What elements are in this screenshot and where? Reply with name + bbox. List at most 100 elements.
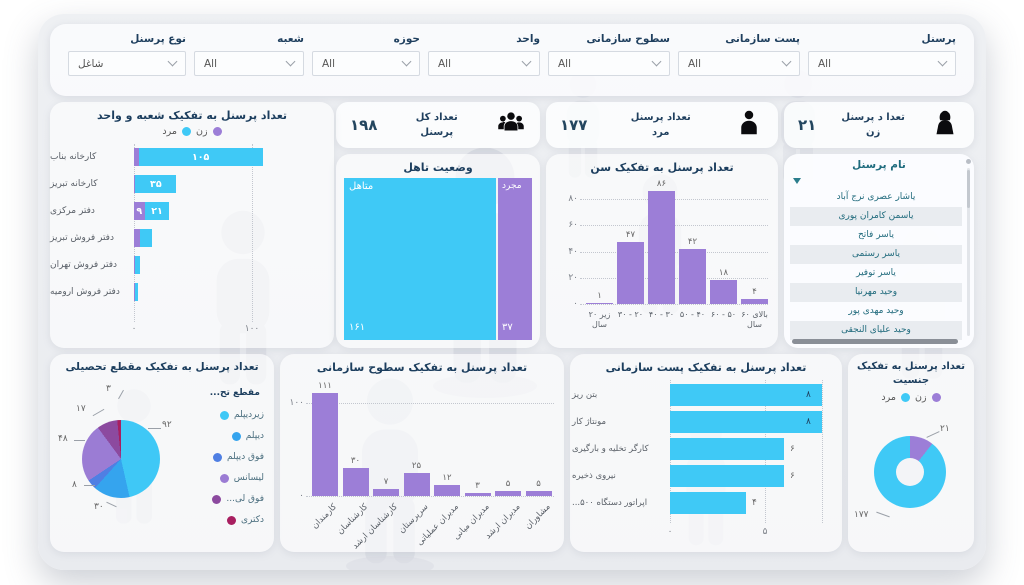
bar-۵۰ - ۶۰[interactable] <box>710 280 737 304</box>
bar-۴۰ - ۵۰[interactable] <box>679 248 706 304</box>
filter-value: شاغل <box>78 57 104 70</box>
bar-segment-زن[interactable] <box>134 175 136 193</box>
bar-value-label: ۴ <box>752 498 757 508</box>
bar-۳۰ - ۴۰[interactable] <box>648 191 675 304</box>
category-label: کارخانه تبریز <box>50 179 98 189</box>
filter-2: پست سازمانی All <box>678 33 800 76</box>
bar-1[interactable] <box>670 411 822 433</box>
personnel-names-table-card: نام پرسنل یاشار عصری نرج آباد یاسمن کامرا… <box>784 154 974 348</box>
education-pie-card: تعداد پرسنل به تفکیک مقطع تحصیلی مقطع تح… <box>50 354 274 552</box>
pie[interactable] <box>82 420 160 498</box>
kpi-value: ۱۷۷ <box>560 116 588 134</box>
bar-segment-مرد[interactable]: ۱۰۵ <box>138 148 263 166</box>
bar-مدیران ارشد[interactable] <box>495 491 521 496</box>
bar-۲۰ - ۳۰[interactable] <box>617 242 644 304</box>
kpi-title: تعدا د پرسنل زن <box>841 112 905 138</box>
bar-segment-زن[interactable] <box>134 229 140 247</box>
filter-dropdown[interactable]: All <box>808 51 956 76</box>
table-row[interactable]: یاسر فاتح <box>858 230 894 240</box>
org-levels-chart-card: تعداد پرسنل به تفکیک سطوح سازمانی ۰ ۱۰۰ ۱۱… <box>280 354 564 552</box>
filter-dropdown[interactable]: شاغل <box>68 51 186 76</box>
bar-مدیران عملیاتی[interactable] <box>434 484 460 496</box>
treemap-block-married[interactable]: متاهل ۱۶۱ <box>344 178 496 340</box>
filter-dropdown[interactable]: All <box>194 51 304 76</box>
donut[interactable] <box>874 436 946 508</box>
legend-label: فوق لی... <box>226 494 264 504</box>
treemap-value: ۱۶۱ <box>349 322 366 333</box>
category-label: دفتر فروش تبریز <box>50 233 114 243</box>
vertical-scrollbar[interactable] <box>967 168 970 336</box>
table-row[interactable]: یاسر رستمی <box>790 245 962 264</box>
bar-segment-مرد[interactable]: ۳۵ <box>135 175 177 193</box>
pie-callout-value: ۳۰ <box>94 502 104 512</box>
legend-label: زن <box>914 392 927 403</box>
table-row[interactable]: یاشار عصری نرج آباد <box>836 192 916 202</box>
bar-value-label: ۴ <box>752 286 757 297</box>
table-row[interactable]: وحید مهدی پور <box>848 306 904 316</box>
table-row[interactable]: وحید علیای النجقی <box>790 321 962 340</box>
sort-descending-icon[interactable] <box>793 178 801 184</box>
bar-سرپرستان[interactable] <box>403 472 430 496</box>
category-label: بالای ۶۰ سال <box>741 310 768 329</box>
y-tick-label: ۰ <box>573 299 578 309</box>
bar-0[interactable] <box>670 384 822 406</box>
legend-label: دکتری <box>240 515 264 525</box>
legend-dot <box>931 393 941 402</box>
bar-value-label: ۵ <box>536 479 541 490</box>
bar-segment-زن[interactable] <box>134 283 136 301</box>
branch-unit-chart-card: تعداد پرسنل به تفکیک شعبه و واحد مرد زن ۰… <box>50 102 334 348</box>
bar-segment-مرد[interactable] <box>135 283 138 301</box>
y-tick-label: ۲۰ <box>568 272 578 283</box>
chart-title: وضعیت تاهل <box>403 161 473 174</box>
pie-callout-value: ۳ <box>106 384 111 394</box>
chevron-down-icon <box>521 56 532 67</box>
x-tick-label: ۱۰۰ <box>244 324 260 334</box>
table-row[interactable]: وحید مهرنیا <box>790 283 962 302</box>
bar-مدیران میانی[interactable] <box>464 493 491 496</box>
bar-کارشناسان[interactable] <box>342 468 369 496</box>
pie-callout-value: ۹۲ <box>162 420 172 430</box>
filter-dropdown[interactable]: All <box>312 51 420 76</box>
bar-segment-مرد[interactable]: ۲۱ <box>144 202 170 220</box>
table-row[interactable]: یاسر توفیر <box>856 268 896 278</box>
bar-کارمندان[interactable] <box>312 392 338 496</box>
legend-dot <box>212 127 222 136</box>
chart-title: تعداد پرسنل به تفکیک پست سازمانی <box>605 361 807 374</box>
bar-کارشناسان ارشد[interactable] <box>373 489 399 496</box>
y-gridline <box>306 403 554 404</box>
bar-segment-زن[interactable]: ۹ <box>134 202 145 220</box>
filter-dropdown[interactable]: All <box>428 51 540 76</box>
bar-مشاوران[interactable] <box>525 491 552 496</box>
chevron-down-icon <box>937 56 948 67</box>
kpi-title: تعداد پرسنل مرد <box>630 112 691 138</box>
vertical-scrollbar-thumb[interactable] <box>967 170 970 208</box>
bar-4[interactable] <box>670 492 746 514</box>
filter-7: نوع پرسنل شاغل <box>68 33 186 76</box>
bar-segment-زن[interactable] <box>134 148 139 166</box>
bar-segment-مرد[interactable] <box>139 229 152 247</box>
legend-dot <box>231 431 241 441</box>
bar-segment-زن[interactable] <box>134 256 136 274</box>
bar-زیر ۲۰ سال[interactable] <box>586 302 613 304</box>
legend-label: دیپلم <box>245 431 264 441</box>
bar-بالای ۶۰ سال[interactable] <box>741 298 768 304</box>
bar-3[interactable] <box>670 465 784 487</box>
bar-value-label: ۸ <box>806 390 811 400</box>
x-tick-label: ۰ <box>131 324 137 334</box>
bar-value-label: ۱۸ <box>718 268 729 279</box>
bar-segment-مرد[interactable] <box>135 256 140 274</box>
horizontal-scrollbar[interactable] <box>792 339 958 344</box>
bar-value-label: ۶ <box>790 444 795 454</box>
table-row[interactable]: یاسمن کامران پوری <box>790 207 962 226</box>
donut-callout-value: ۲۱ <box>940 424 950 434</box>
kpi-title: تعداد کل پرسنل <box>415 112 458 138</box>
filter-dropdown[interactable]: All <box>678 51 800 76</box>
filter-value: All <box>818 57 832 70</box>
treemap-value: ۳۷ <box>502 322 513 333</box>
treemap-block-single[interactable]: مجرد ۳۷ <box>498 178 532 340</box>
legend-dot <box>219 473 229 483</box>
x-gridline <box>252 144 253 322</box>
filter-dropdown[interactable]: All <box>548 51 670 76</box>
kpi-card-female: ۲۱ تعدا د پرسنل زن <box>784 102 974 148</box>
bar-2[interactable] <box>670 438 784 460</box>
